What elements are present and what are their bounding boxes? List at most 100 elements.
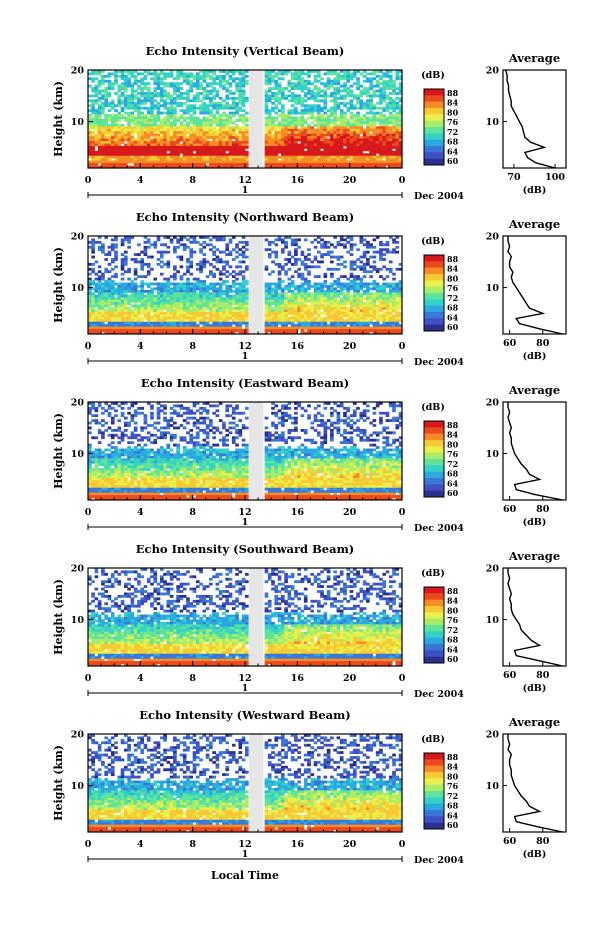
- heatmap-cell: [163, 294, 167, 298]
- heatmap-cell: [382, 74, 387, 78]
- heatmap-cell: [362, 165, 367, 169]
- heatmap-cell: [186, 99, 190, 103]
- heatmap-cell: [339, 136, 344, 139]
- heatmap-cell: [104, 309, 109, 313]
- y-tick-label: 20: [71, 66, 85, 77]
- heatmap-cell: [153, 294, 158, 298]
- heatmap-cell: [120, 163, 125, 166]
- heatmap-cell: [114, 314, 118, 318]
- heatmap-cell: [307, 299, 311, 303]
- heatmap-cell: [375, 292, 380, 296]
- heatmap-cell: [186, 145, 190, 149]
- heatmap-cell: [133, 141, 138, 144]
- heatmap-cell: [297, 133, 301, 137]
- heatmap-cell: [133, 77, 138, 81]
- heatmap-cell: [179, 116, 184, 120]
- heatmap-cell: [274, 94, 279, 98]
- heatmap-cell: [104, 294, 109, 298]
- heatmap-cell: [310, 128, 315, 132]
- heatmap-cell: [94, 155, 99, 159]
- heatmap-cell: [359, 267, 364, 271]
- heatmap-cell: [313, 304, 318, 308]
- x-tick-label: 0: [399, 175, 406, 186]
- heatmap-cell: [140, 163, 144, 166]
- heatmap-cell: [339, 236, 344, 239]
- heatmap-cell: [245, 96, 249, 100]
- heatmap-cell: [159, 243, 164, 247]
- heatmap-cell: [173, 131, 177, 135]
- heatmap-cell: [369, 111, 373, 115]
- heatmap-cell: [101, 272, 105, 276]
- heatmap-cell: [107, 253, 112, 256]
- heatmap-cell: [133, 277, 138, 281]
- heatmap-cell: [333, 292, 337, 296]
- heatmap-cell: [110, 289, 115, 293]
- heatmap-cell: [114, 282, 118, 286]
- heatmap-cell: [280, 297, 285, 301]
- heatmap-cell: [359, 99, 364, 103]
- heatmap-cell: [395, 282, 400, 286]
- heatmap-cell: [320, 119, 324, 122]
- heatmap-cell: [369, 158, 373, 162]
- heatmap-cell: [133, 109, 138, 113]
- heatmap-cell: [372, 138, 377, 142]
- heatmap-cell: [290, 319, 295, 323]
- heatmap-cell: [343, 260, 347, 264]
- heatmap-cell: [212, 304, 216, 308]
- heatmap-cell: [316, 72, 321, 76]
- heatmap-cell: [140, 155, 144, 159]
- heatmap-cell: [388, 285, 393, 288]
- heatmap-cell: [379, 165, 383, 169]
- heatmap-cell: [133, 165, 138, 169]
- heatmap-cell: [228, 84, 233, 88]
- y-tick-label: 10: [71, 117, 85, 128]
- heatmap-cell: [277, 126, 282, 130]
- heatmap-cell: [241, 77, 246, 81]
- heatmap-cell: [228, 253, 233, 256]
- heatmap-cell: [218, 131, 223, 135]
- heatmap-cell: [150, 287, 154, 291]
- heatmap-cell: [205, 116, 210, 120]
- heatmap-cell: [395, 116, 400, 120]
- heatmap-cell: [143, 309, 148, 313]
- heatmap-cell: [215, 302, 220, 305]
- heatmap-cell: [163, 311, 167, 315]
- heatmap-cell: [166, 136, 171, 139]
- heatmap-cell: [343, 114, 347, 117]
- heatmap-cell: [320, 150, 324, 154]
- heatmap-cell: [150, 143, 154, 147]
- heatmap-cell: [372, 280, 377, 283]
- heatmap-cell: [267, 96, 272, 100]
- heatmap-cell: [140, 136, 144, 139]
- heatmap-cell: [91, 250, 95, 254]
- heatmap-cell: [179, 104, 184, 108]
- heatmap-cell: [379, 96, 383, 100]
- heatmap-cell: [375, 316, 380, 320]
- heatmap-cell: [231, 126, 236, 130]
- heatmap-cell: [123, 302, 128, 305]
- heatmap-cell: [225, 160, 230, 164]
- heatmap-cell: [287, 109, 292, 113]
- heatmap-cell: [280, 94, 285, 98]
- heatmap-cell: [333, 96, 337, 100]
- heatmap-cell: [163, 82, 167, 86]
- heatmap-cell: [222, 250, 226, 254]
- heatmap-cell: [169, 141, 174, 144]
- heatmap-cell: [362, 302, 367, 305]
- heatmap-cell: [120, 109, 125, 113]
- heatmap-cell: [107, 153, 112, 157]
- heatmap-cell: [398, 289, 403, 293]
- heatmap-cell: [238, 87, 243, 90]
- heatmap-cell: [366, 104, 370, 108]
- heatmap-cell: [159, 294, 164, 298]
- heatmap-cell: [114, 133, 118, 137]
- heatmap-cell: [235, 304, 239, 308]
- heatmap-cell: [94, 294, 99, 298]
- heatmap-cell: [392, 277, 396, 281]
- heatmap-cell: [336, 314, 341, 318]
- heatmap-cell: [343, 123, 347, 127]
- heatmap-cell: [267, 307, 272, 310]
- heatmap-cell: [195, 87, 200, 90]
- heatmap-cell: [222, 79, 226, 83]
- heatmap-cell: [225, 119, 230, 122]
